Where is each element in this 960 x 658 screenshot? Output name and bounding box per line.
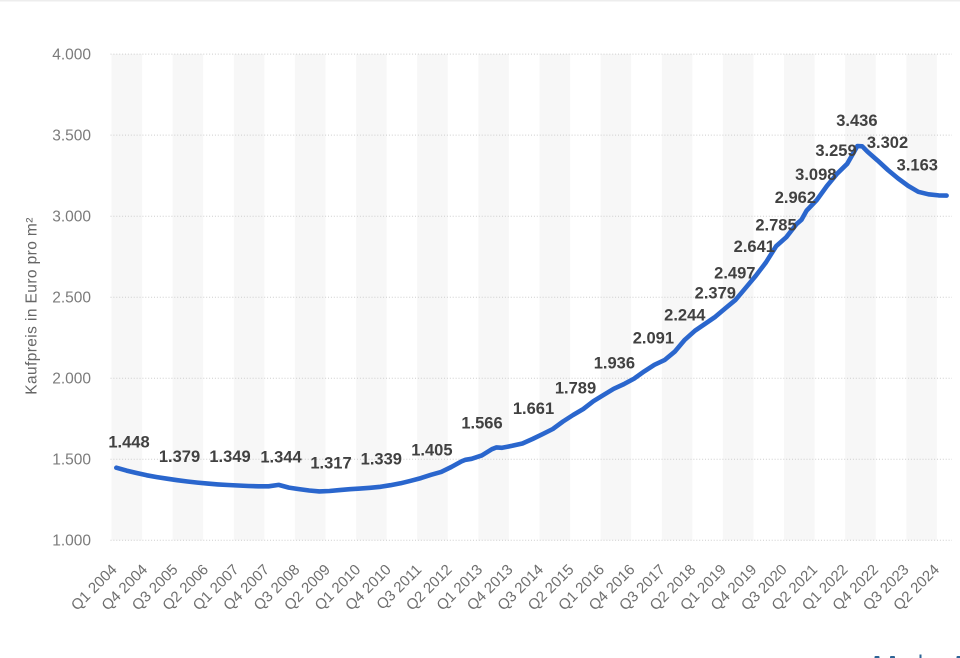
svg-text:1.566: 1.566 [461,415,502,433]
svg-text:3.302: 3.302 [867,134,908,152]
svg-text:1.317: 1.317 [310,454,351,472]
svg-text:Kaufpreis in Euro pro m²: Kaufpreis in Euro pro m² [24,217,41,395]
svg-text:2.244: 2.244 [664,307,706,325]
svg-text:2.379: 2.379 [695,284,736,302]
svg-text:1.379: 1.379 [159,448,200,466]
svg-text:1.936: 1.936 [594,355,635,373]
svg-text:1.344: 1.344 [260,448,302,466]
svg-text:3.500: 3.500 [52,128,91,145]
svg-text:3.163: 3.163 [897,157,938,175]
svg-text:2.497: 2.497 [714,264,755,282]
svg-text:3.098: 3.098 [795,166,836,184]
svg-text:2.641: 2.641 [734,238,775,256]
svg-text:4.000: 4.000 [52,47,91,64]
svg-text:2.785: 2.785 [755,216,796,234]
svg-text:3.259: 3.259 [815,142,856,160]
svg-text:2.962: 2.962 [775,189,816,207]
svg-text:1.339: 1.339 [361,450,402,468]
svg-text:1.349: 1.349 [209,448,250,466]
svg-text:1.789: 1.789 [555,380,596,398]
svg-text:2.091: 2.091 [633,330,674,348]
svg-text:2.000: 2.000 [52,371,91,388]
svg-text:3.000: 3.000 [52,209,91,226]
svg-text:1.661: 1.661 [513,400,554,418]
svg-text:2.500: 2.500 [52,290,91,307]
svg-text:1.000: 1.000 [52,533,91,550]
svg-text:1.448: 1.448 [108,433,149,451]
svg-text:1.405: 1.405 [411,441,452,459]
svg-text:3.436: 3.436 [836,112,877,130]
svg-text:1.500: 1.500 [52,452,91,469]
